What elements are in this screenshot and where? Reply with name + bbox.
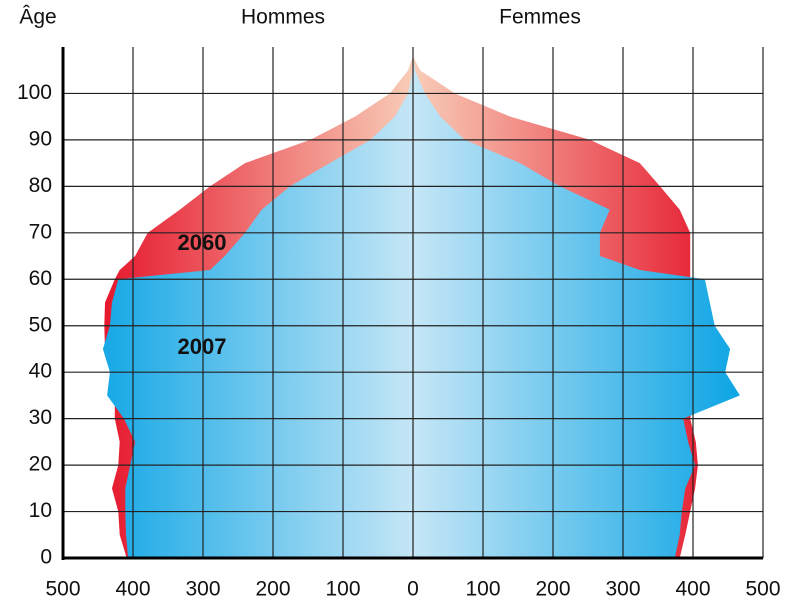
x-tick-label: 200: [535, 578, 570, 601]
x-tick-label: 300: [185, 578, 220, 601]
y-tick-label: 40: [29, 360, 52, 383]
y-tick-label: 70: [29, 220, 52, 243]
x-tick-label: 100: [465, 578, 500, 601]
y-tick-label: 10: [29, 499, 52, 522]
y-tick-label: 30: [29, 406, 52, 429]
series-annotation: 2060: [178, 230, 227, 255]
x-tick-label: 0: [407, 578, 419, 601]
y-tick-label: 80: [29, 174, 52, 197]
y-tick-label: 50: [29, 313, 52, 336]
x-tick-label: 400: [115, 578, 150, 601]
x-tick-label: 300: [605, 578, 640, 601]
population-area: [102, 56, 414, 559]
y-tick-label: 90: [29, 127, 52, 150]
right-label: Femmes: [499, 6, 581, 29]
x-tick-label: 400: [675, 578, 710, 601]
y-tick-label: 100: [17, 81, 52, 104]
x-tick-label: 200: [255, 578, 290, 601]
left-label: Hommes: [241, 6, 325, 29]
y-tick-label: 60: [29, 267, 52, 290]
y-axis-title: Âge: [19, 6, 56, 29]
y-tick-label: 0: [40, 546, 52, 569]
population-area: [413, 56, 740, 559]
x-tick-label: 500: [745, 578, 780, 601]
series-annotation: 2007: [178, 334, 227, 359]
y-tick-label: 20: [29, 453, 52, 476]
x-tick-label: 500: [45, 578, 80, 601]
x-tick-label: 100: [325, 578, 360, 601]
